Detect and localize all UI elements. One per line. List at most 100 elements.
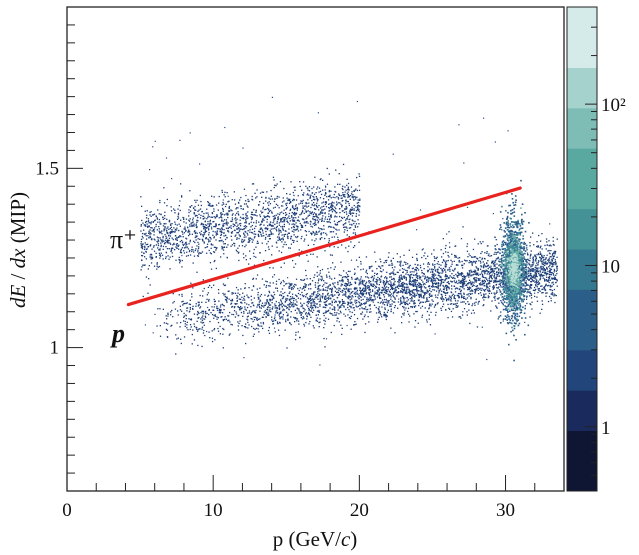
data-point (322, 295, 324, 297)
data-point (270, 232, 273, 234)
data-point (276, 225, 278, 228)
data-point (323, 228, 325, 230)
data-point (460, 274, 462, 276)
data-point (261, 228, 263, 231)
data-point (274, 227, 276, 229)
data-point (307, 244, 309, 246)
data-point (410, 290, 412, 292)
data-point (312, 325, 314, 327)
data-point (261, 302, 264, 304)
data-point (420, 267, 422, 269)
data-point (435, 290, 438, 292)
data-point (154, 219, 156, 221)
data-point (147, 226, 149, 228)
data-point (248, 238, 250, 241)
data-point (311, 233, 313, 236)
data-point (488, 277, 490, 280)
data-point (233, 306, 236, 309)
data-point (319, 321, 321, 323)
data-point (238, 223, 241, 225)
data-point (483, 289, 485, 291)
data-point (297, 230, 300, 232)
data-point (444, 285, 446, 287)
data-point (272, 323, 274, 325)
data-point (275, 307, 277, 309)
data-point (256, 240, 259, 242)
data-point (553, 255, 555, 257)
data-point (203, 287, 205, 290)
data-point (271, 302, 273, 304)
data-point (217, 209, 219, 211)
data-point (548, 295, 551, 298)
data-point (166, 240, 168, 242)
data-point (320, 178, 322, 180)
data-point (530, 284, 533, 287)
data-point (241, 325, 243, 327)
data-point (281, 288, 284, 290)
data-point (200, 204, 202, 207)
data-point (390, 264, 392, 266)
data-point (170, 224, 172, 226)
data-point (377, 301, 379, 304)
data-point (351, 196, 353, 198)
data-point (148, 278, 150, 280)
data-point (237, 252, 240, 254)
data-point (402, 271, 404, 273)
data-point (405, 273, 407, 275)
data-point (264, 294, 266, 296)
data-point (226, 236, 228, 239)
data-point (477, 287, 479, 289)
data-point (334, 266, 336, 268)
data-point (167, 232, 169, 234)
data-point (458, 281, 460, 283)
data-point (487, 290, 489, 292)
data-point (317, 282, 319, 284)
data-point (348, 189, 350, 191)
data-point (205, 224, 208, 226)
data-point (267, 202, 269, 204)
data-point (255, 246, 257, 248)
data-point (333, 227, 335, 229)
data-point (483, 296, 485, 298)
data-point (317, 298, 319, 300)
data-point (468, 288, 471, 290)
data-point (544, 285, 546, 288)
data-point (287, 319, 289, 321)
data-point (311, 187, 313, 190)
data-point (295, 334, 297, 336)
data-point (289, 201, 292, 203)
data-point (189, 239, 191, 241)
data-point (495, 278, 498, 280)
data-point (305, 222, 307, 224)
data-point (331, 287, 333, 289)
data-point (188, 243, 190, 245)
data-point (338, 193, 340, 195)
data-point (348, 296, 350, 298)
data-point (328, 191, 330, 193)
data-point (312, 253, 314, 255)
data-point (430, 311, 432, 313)
data-point (551, 258, 553, 260)
data-point (312, 299, 314, 301)
data-point (406, 284, 408, 286)
data-point (199, 307, 201, 309)
data-point (197, 238, 199, 240)
data-point (310, 305, 312, 307)
data-point (267, 306, 269, 309)
data-point (320, 279, 323, 282)
data-point (348, 202, 350, 205)
data-point (198, 246, 200, 248)
data-point (319, 238, 321, 241)
data-point (326, 304, 328, 307)
data-point (228, 231, 230, 233)
data-point (305, 274, 307, 277)
data-point (224, 196, 226, 198)
data-point (330, 216, 332, 218)
data-point (196, 271, 198, 273)
data-point (286, 307, 289, 309)
data-point (304, 238, 306, 240)
data-point (385, 289, 388, 291)
data-point (445, 244, 447, 247)
data-point (172, 293, 174, 295)
data-point (264, 302, 266, 304)
